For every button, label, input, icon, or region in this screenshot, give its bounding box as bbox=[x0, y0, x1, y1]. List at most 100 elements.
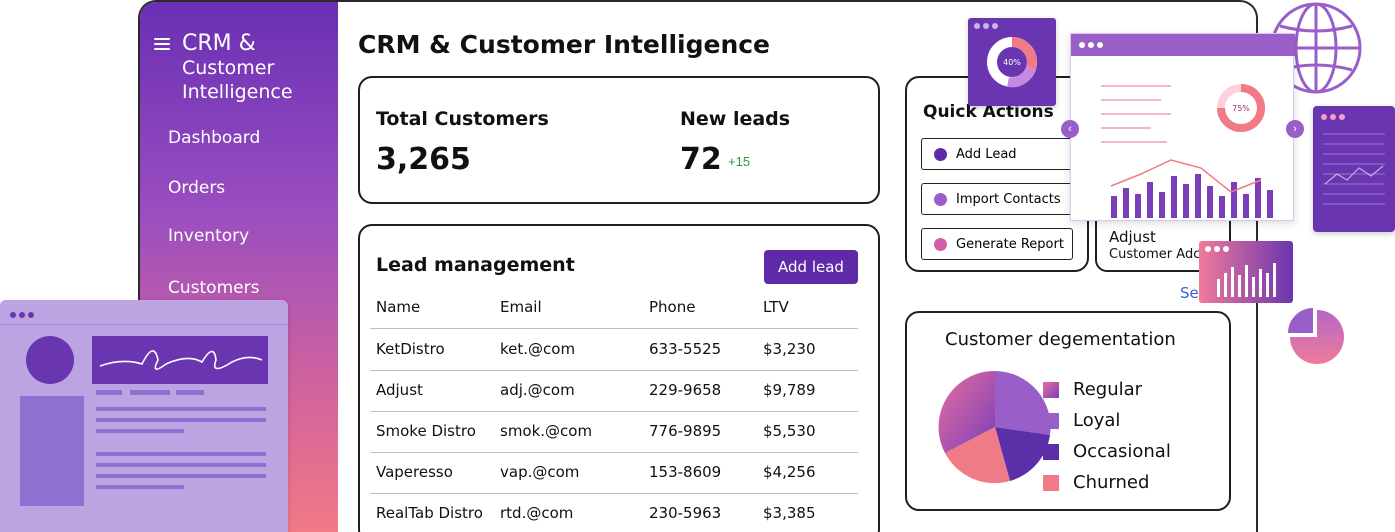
segmentation-title: Customer degementation bbox=[945, 329, 1176, 350]
legend-swatch bbox=[1043, 444, 1059, 460]
import-contacts-action-label: Import Contacts bbox=[956, 191, 1061, 207]
sidebar-item-orders[interactable]: Orders bbox=[168, 178, 226, 198]
pie-chart-icon bbox=[1288, 308, 1344, 364]
quick-actions-title: Quick Actions bbox=[923, 102, 1054, 122]
legend-swatch bbox=[1043, 475, 1059, 491]
generate-report-dot-icon bbox=[934, 238, 947, 251]
import-contacts-dot-icon bbox=[934, 193, 947, 206]
sidebar: CRM & Customer Intelligence Dashboard Or… bbox=[140, 2, 338, 532]
table-row-divider bbox=[370, 411, 858, 412]
legend-swatch bbox=[1043, 382, 1059, 398]
lead-email: smok.@com bbox=[500, 422, 593, 440]
legend-regular: Regular bbox=[1043, 379, 1143, 400]
signature-art bbox=[99, 350, 263, 370]
stats-card: Total Customers 3,265 New leads 72 +15 bbox=[358, 76, 880, 204]
legend-loyal: Loyal bbox=[1043, 410, 1121, 431]
add-lead-dot-icon bbox=[934, 148, 947, 161]
lead-ltv: $5,530 bbox=[763, 422, 816, 440]
lead-ltv: $4,256 bbox=[763, 463, 816, 481]
lead-phone: 229-9658 bbox=[649, 381, 722, 399]
legend-label: Churned bbox=[1073, 472, 1150, 493]
donut-widget-small: 40% bbox=[968, 18, 1056, 106]
lead-email: rtd.@com bbox=[500, 504, 574, 522]
add-lead-action-label: Add Lead bbox=[956, 146, 1017, 162]
lead-email: vap.@com bbox=[500, 463, 580, 481]
pie-slice-loyal bbox=[995, 371, 1051, 435]
lead-ltv: $3,385 bbox=[763, 504, 816, 522]
adjust-card-subtitle: Customer Adc bbox=[1109, 247, 1201, 262]
lead-name: RealTab Distro bbox=[376, 504, 483, 522]
donut-chart-icon: 40% bbox=[987, 37, 1037, 88]
analytics-widget-titlebar bbox=[1071, 34, 1295, 56]
total-customers-value: 3,265 bbox=[376, 142, 471, 177]
new-leads-delta: +15 bbox=[728, 154, 751, 169]
legend-label: Occasional bbox=[1073, 441, 1171, 462]
sidebar-item-dashboard[interactable]: Dashboard bbox=[168, 128, 261, 148]
lead-management-card: Lead management Add lead Name Email Phon… bbox=[358, 224, 880, 532]
lead-email: adj.@com bbox=[500, 381, 575, 399]
avatar bbox=[26, 336, 74, 384]
segmentation-pie-chart bbox=[938, 370, 1051, 484]
new-leads-value: 72 bbox=[680, 142, 722, 177]
menu-icon[interactable] bbox=[154, 38, 170, 50]
donut-big-label: 75% bbox=[1232, 104, 1250, 113]
lead-phone: 776-9895 bbox=[649, 422, 722, 440]
customer-segmentation-card: Customer degementation Regular Loyal Occ… bbox=[905, 311, 1231, 511]
adjust-card-title: Adjust bbox=[1109, 228, 1156, 246]
brand-line-3: Intelligence bbox=[182, 81, 293, 103]
legend-swatch bbox=[1043, 413, 1059, 429]
column-header-name: Name bbox=[376, 298, 421, 316]
lead-management-title: Lead management bbox=[376, 254, 575, 276]
brand-line-2: Customer bbox=[182, 57, 275, 79]
table-row-divider bbox=[370, 452, 858, 453]
legend-label: Regular bbox=[1073, 379, 1143, 400]
pie-slice-occasional bbox=[995, 427, 1050, 481]
donut-small-label: 40% bbox=[1003, 58, 1021, 67]
table-row-divider bbox=[370, 370, 858, 371]
generate-report-action-label: Generate Report bbox=[956, 236, 1064, 252]
legend-churned: Churned bbox=[1043, 472, 1150, 493]
signature-banner bbox=[92, 336, 268, 384]
lead-email: ket.@com bbox=[500, 340, 576, 358]
brand-line-1: CRM & bbox=[182, 31, 256, 56]
profile-widget bbox=[0, 300, 288, 532]
lead-ltv: $3,230 bbox=[763, 340, 816, 358]
legend-label: Loyal bbox=[1073, 410, 1121, 431]
sidebar-item-inventory[interactable]: Inventory bbox=[168, 226, 250, 246]
lead-phone: 153-8609 bbox=[649, 463, 722, 481]
lead-name: Smoke Distro bbox=[376, 422, 476, 440]
page-title: CRM & Customer Intelligence bbox=[358, 30, 771, 59]
lead-phone: 633-5525 bbox=[649, 340, 722, 358]
column-header-ltv: LTV bbox=[763, 298, 789, 316]
lead-name: Adjust bbox=[376, 381, 423, 399]
see-all-link[interactable]: Se bbox=[1180, 284, 1199, 302]
total-customers-label: Total Customers bbox=[376, 108, 549, 130]
bars-widget bbox=[1199, 241, 1293, 303]
add-lead-button[interactable]: Add lead bbox=[764, 250, 858, 284]
legend-occasional: Occasional bbox=[1043, 441, 1171, 462]
column-header-email: Email bbox=[500, 298, 542, 316]
column-header-phone: Phone bbox=[649, 298, 696, 316]
image-placeholder bbox=[20, 396, 84, 506]
bars-widget-art bbox=[1217, 263, 1276, 297]
lead-ltv: $9,789 bbox=[763, 381, 816, 399]
analytics-widget: 75% bbox=[1070, 33, 1295, 221]
lead-name: KetDistro bbox=[376, 340, 445, 358]
pie-slice-churned bbox=[945, 427, 1010, 484]
app-brand: CRM & Customer Intelligence bbox=[182, 32, 293, 104]
analytics-chart-art: 75% bbox=[1101, 84, 1273, 218]
pie-slice-regular bbox=[938, 370, 995, 453]
new-leads-label: New leads bbox=[680, 108, 791, 130]
chevron-left-icon[interactable]: ‹ bbox=[1061, 120, 1079, 138]
document-widget bbox=[1313, 106, 1395, 232]
import-contacts-action[interactable]: Import Contacts bbox=[921, 183, 1073, 215]
divider bbox=[370, 328, 858, 329]
sidebar-item-customers[interactable]: Customers bbox=[168, 278, 260, 298]
chevron-right-icon[interactable]: › bbox=[1286, 120, 1304, 138]
generate-report-action[interactable]: Generate Report bbox=[921, 228, 1073, 260]
table-row-divider bbox=[370, 493, 858, 494]
add-lead-action[interactable]: Add Lead bbox=[921, 138, 1073, 170]
lead-name: Vaperesso bbox=[376, 463, 453, 481]
lead-phone: 230-5963 bbox=[649, 504, 722, 522]
document-lines-art bbox=[1323, 133, 1385, 205]
